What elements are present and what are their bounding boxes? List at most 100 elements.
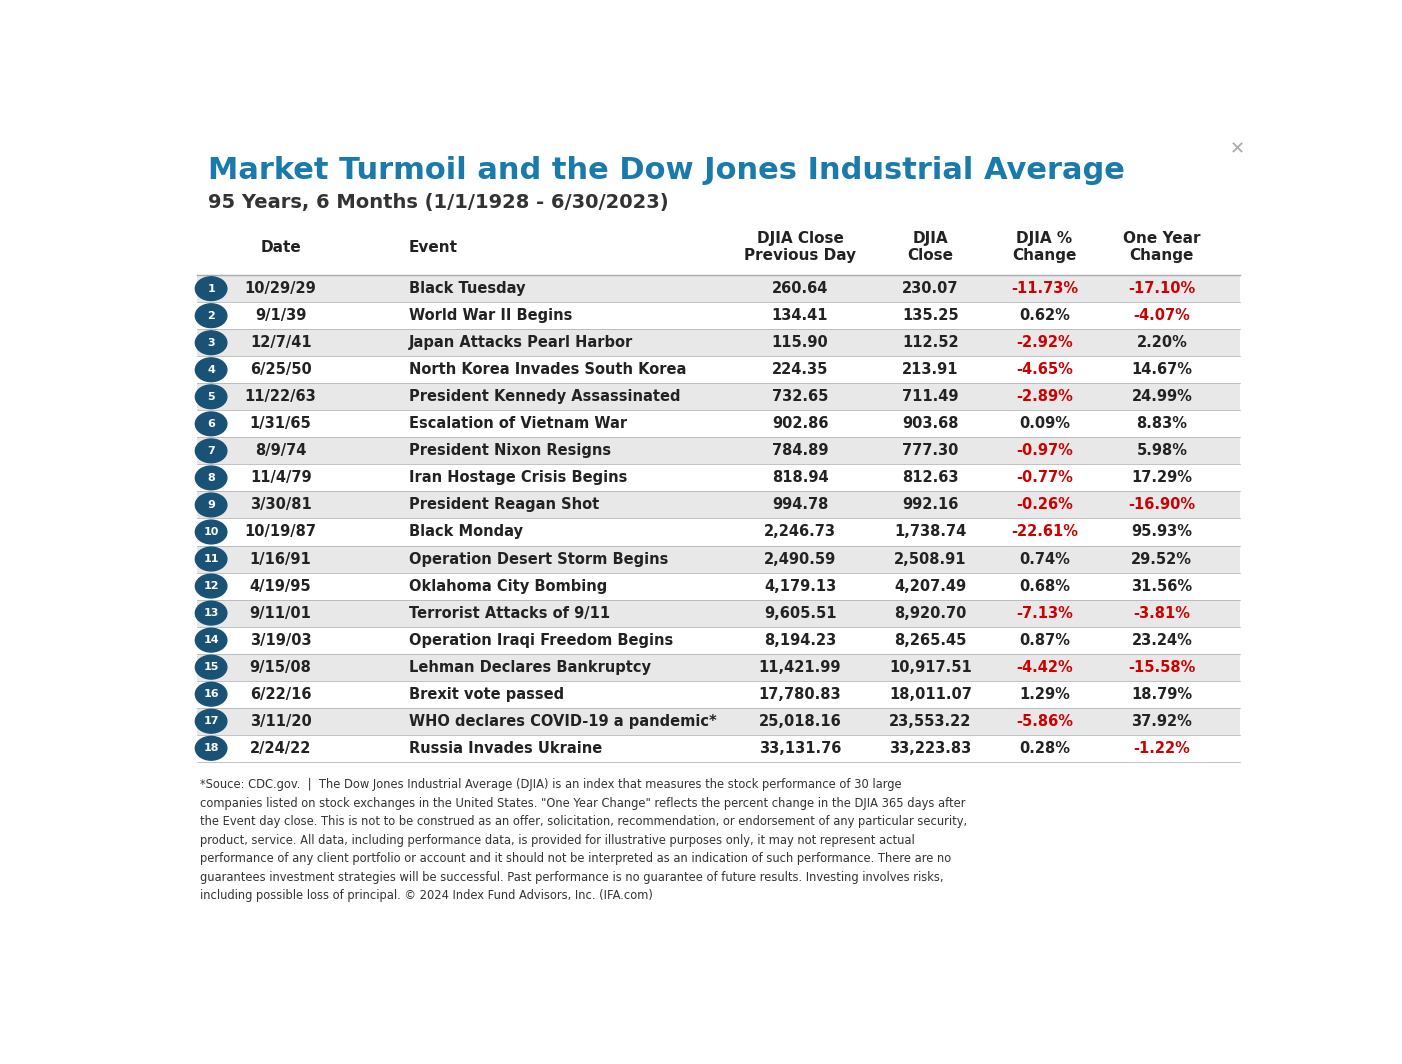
- Text: 1: 1: [207, 284, 215, 294]
- Text: *Souce: CDC.gov.  |  The Dow Jones Industrial Average (DJIA) is an index that me: *Souce: CDC.gov. | The Dow Jones Industr…: [200, 778, 967, 902]
- Text: 6/22/16: 6/22/16: [250, 686, 311, 702]
- Bar: [196, 302, 1239, 329]
- Bar: [196, 411, 1239, 437]
- Text: 12/7/41: 12/7/41: [250, 335, 311, 350]
- Text: 33,223.83: 33,223.83: [889, 741, 972, 755]
- Text: Iran Hostage Crisis Begins: Iran Hostage Crisis Begins: [409, 470, 627, 485]
- Circle shape: [195, 655, 227, 679]
- Bar: [196, 653, 1239, 681]
- Text: 2/24/22: 2/24/22: [250, 741, 311, 755]
- Text: Japan Attacks Pearl Harbor: Japan Attacks Pearl Harbor: [409, 335, 634, 350]
- Text: DJIA
Close: DJIA Close: [907, 231, 953, 264]
- Text: 31.56%: 31.56%: [1131, 579, 1192, 594]
- Text: 25,018.16: 25,018.16: [758, 714, 841, 729]
- Text: 812.63: 812.63: [901, 470, 959, 485]
- Bar: [196, 437, 1239, 464]
- Text: 260.64: 260.64: [773, 281, 829, 296]
- Circle shape: [195, 575, 227, 598]
- Text: 3: 3: [207, 337, 215, 348]
- Text: 14: 14: [203, 635, 219, 645]
- Text: WHO declares COVID-19 a pandemic*: WHO declares COVID-19 a pandemic*: [409, 714, 716, 729]
- Bar: [196, 681, 1239, 708]
- Text: 17,780.83: 17,780.83: [758, 686, 841, 702]
- Text: 2: 2: [207, 311, 215, 320]
- Text: -5.86%: -5.86%: [1016, 714, 1073, 729]
- Text: 18,011.07: 18,011.07: [889, 686, 972, 702]
- Text: 994.78: 994.78: [773, 498, 829, 513]
- Text: 12: 12: [203, 581, 219, 592]
- Text: 16: 16: [203, 689, 219, 699]
- Text: 4,207.49: 4,207.49: [894, 579, 966, 594]
- Circle shape: [195, 710, 227, 733]
- Text: Escalation of Vietnam War: Escalation of Vietnam War: [409, 416, 627, 431]
- Text: Black Tuesday: Black Tuesday: [409, 281, 526, 296]
- Text: 711.49: 711.49: [901, 389, 959, 404]
- Text: 230.07: 230.07: [901, 281, 959, 296]
- Text: 4: 4: [207, 365, 215, 375]
- Text: 1,738.74: 1,738.74: [894, 525, 966, 539]
- Bar: [196, 464, 1239, 492]
- Text: 1.29%: 1.29%: [1019, 686, 1070, 702]
- Text: 135.25: 135.25: [901, 309, 959, 323]
- Text: 0.09%: 0.09%: [1019, 416, 1070, 431]
- Text: -22.61%: -22.61%: [1011, 525, 1078, 539]
- Text: 14.67%: 14.67%: [1131, 362, 1192, 378]
- Text: -3.81%: -3.81%: [1133, 605, 1190, 620]
- Text: 213.91: 213.91: [901, 362, 959, 378]
- Text: 4/19/95: 4/19/95: [250, 579, 311, 594]
- Text: 4,179.13: 4,179.13: [764, 579, 836, 594]
- Text: Operation Desert Storm Begins: Operation Desert Storm Begins: [409, 551, 669, 566]
- Text: 23,553.22: 23,553.22: [889, 714, 972, 729]
- Text: 10/29/29: 10/29/29: [245, 281, 317, 296]
- Text: 5: 5: [207, 392, 215, 402]
- Text: 37.92%: 37.92%: [1131, 714, 1192, 729]
- Text: 0.28%: 0.28%: [1019, 741, 1070, 755]
- Text: 11/4/79: 11/4/79: [250, 470, 311, 485]
- Text: 784.89: 784.89: [771, 444, 829, 459]
- Circle shape: [195, 628, 227, 652]
- Text: ✕: ✕: [1230, 140, 1245, 159]
- Text: 9/1/39: 9/1/39: [255, 309, 306, 323]
- Text: -2.89%: -2.89%: [1016, 389, 1073, 404]
- Text: -7.13%: -7.13%: [1016, 605, 1073, 620]
- Text: -11.73%: -11.73%: [1011, 281, 1078, 296]
- Text: Russia Invades Ukraine: Russia Invades Ukraine: [409, 741, 601, 755]
- Text: 8.83%: 8.83%: [1137, 416, 1187, 431]
- Bar: [196, 600, 1239, 627]
- Text: -4.07%: -4.07%: [1133, 309, 1190, 323]
- Bar: [196, 572, 1239, 600]
- Text: Black Monday: Black Monday: [409, 525, 523, 539]
- Text: 134.41: 134.41: [771, 309, 829, 323]
- Text: 17: 17: [203, 716, 219, 727]
- Text: -0.97%: -0.97%: [1016, 444, 1073, 459]
- Text: 9,605.51: 9,605.51: [764, 605, 836, 620]
- Circle shape: [195, 520, 227, 544]
- Text: 818.94: 818.94: [771, 470, 829, 485]
- Text: 10: 10: [203, 527, 219, 537]
- Text: -2.92%: -2.92%: [1016, 335, 1073, 350]
- Text: World War II Begins: World War II Begins: [409, 309, 572, 323]
- Text: 3/19/03: 3/19/03: [250, 633, 311, 648]
- Text: 777.30: 777.30: [903, 444, 959, 459]
- Text: One Year
Change: One Year Change: [1123, 231, 1200, 264]
- Text: 903.68: 903.68: [901, 416, 959, 431]
- Bar: [196, 708, 1239, 735]
- Text: 0.74%: 0.74%: [1019, 551, 1070, 566]
- Circle shape: [195, 304, 227, 328]
- Text: 9/15/08: 9/15/08: [250, 660, 311, 675]
- Text: 10/19/87: 10/19/87: [244, 525, 317, 539]
- Text: 902.86: 902.86: [771, 416, 829, 431]
- Circle shape: [195, 466, 227, 489]
- Text: 7: 7: [207, 446, 215, 455]
- Text: 11/22/63: 11/22/63: [245, 389, 317, 404]
- Text: 23.24%: 23.24%: [1131, 633, 1192, 648]
- Text: Date: Date: [261, 239, 301, 254]
- Bar: [196, 735, 1239, 762]
- Text: Lehman Declares Bankruptcy: Lehman Declares Bankruptcy: [409, 660, 651, 675]
- Text: 992.16: 992.16: [903, 498, 959, 513]
- Text: 112.52: 112.52: [901, 335, 959, 350]
- Text: 29.52%: 29.52%: [1131, 551, 1192, 566]
- Bar: [196, 329, 1239, 356]
- Bar: [196, 492, 1239, 518]
- Text: 5.98%: 5.98%: [1137, 444, 1187, 459]
